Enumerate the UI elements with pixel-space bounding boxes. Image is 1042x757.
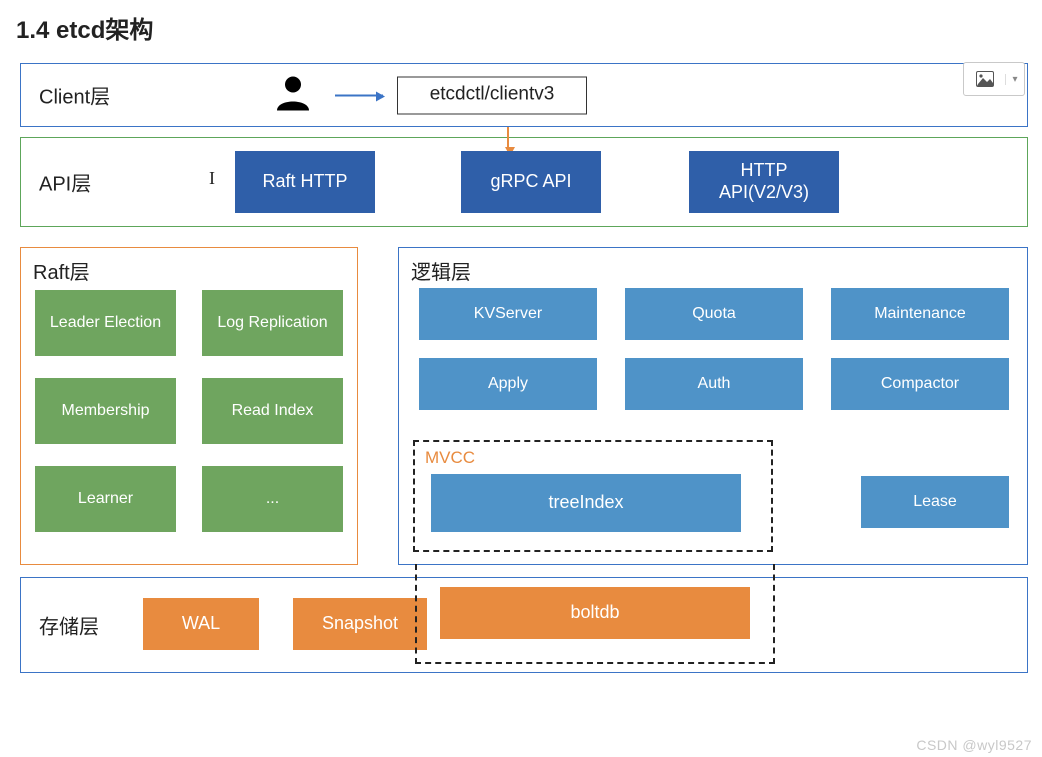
api-panel: API层 I Raft HTTP gRPC API HTTP API(V2/V3… — [20, 137, 1028, 227]
logic-compactor: Compactor — [831, 358, 1009, 410]
client-panel: ▾ Client层 .arrow-h[data-name="arrow-user… — [20, 63, 1028, 127]
watermark: CSDN @wyl9527 — [916, 737, 1032, 753]
logic-treeindex: treeIndex — [431, 474, 741, 532]
storage-label: 存储层 — [39, 611, 99, 640]
user-icon — [273, 73, 313, 118]
logic-auth: Auth — [625, 358, 803, 410]
api-label: API层 — [39, 168, 91, 197]
api-raft-http: Raft HTTP — [235, 151, 375, 213]
logic-kvserver: KVServer — [419, 288, 597, 340]
logic-quota: Quota — [625, 288, 803, 340]
client-label: Client层 — [39, 81, 110, 110]
raft-membership: Membership — [35, 378, 176, 444]
storage-snapshot: Snapshot — [293, 598, 427, 650]
mvcc-label: MVCC — [425, 448, 761, 468]
text-cursor: I — [209, 168, 215, 189]
raft-read-index: Read Index — [202, 378, 343, 444]
page: 1.4 etcd架构 ▾ Client层 .arrow-h[data-name=… — [0, 0, 1042, 757]
storage-boltdb: boltdb — [440, 587, 750, 639]
mvcc-box: MVCC treeIndex — [413, 440, 773, 552]
storage-panel: 存储层 WAL Snapshot boltdb — [20, 577, 1028, 673]
logic-apply: Apply — [419, 358, 597, 410]
diagram-container: ▾ Client层 .arrow-h[data-name="arrow-user… — [14, 63, 1034, 673]
image-options-dropdown[interactable]: ▾ — [963, 62, 1025, 96]
logic-maintenance: Maintenance — [831, 288, 1009, 340]
storage-wal: WAL — [143, 598, 259, 650]
raft-learner: Learner — [35, 466, 176, 532]
etcdctl-box: etcdctl/clientv3 — [397, 76, 587, 114]
page-title: 1.4 etcd架构 — [16, 10, 1034, 45]
logic-lease: Lease — [861, 476, 1009, 528]
api-grpc: gRPC API — [461, 151, 601, 213]
logic-panel: 逻辑层 KVServer Quota Maintenance Apply Aut… — [398, 247, 1028, 565]
logic-label: 逻辑层 — [411, 256, 471, 285]
image-icon — [964, 71, 1005, 87]
api-http: HTTP API(V2/V3) — [689, 151, 839, 213]
raft-log-replication: Log Replication — [202, 290, 343, 356]
raft-label: Raft层 — [33, 256, 90, 285]
chevron-down-icon: ▾ — [1005, 74, 1024, 85]
raft-panel: Raft层 Leader Election Log Replication Me… — [20, 247, 358, 565]
arrow-user-to-client: .arrow-h[data-name="arrow-user-to-client… — [335, 94, 383, 96]
mvcc-box-bottom: boltdb — [415, 564, 775, 664]
raft-leader-election: Leader Election — [35, 290, 176, 356]
raft-more: ... — [202, 466, 343, 532]
